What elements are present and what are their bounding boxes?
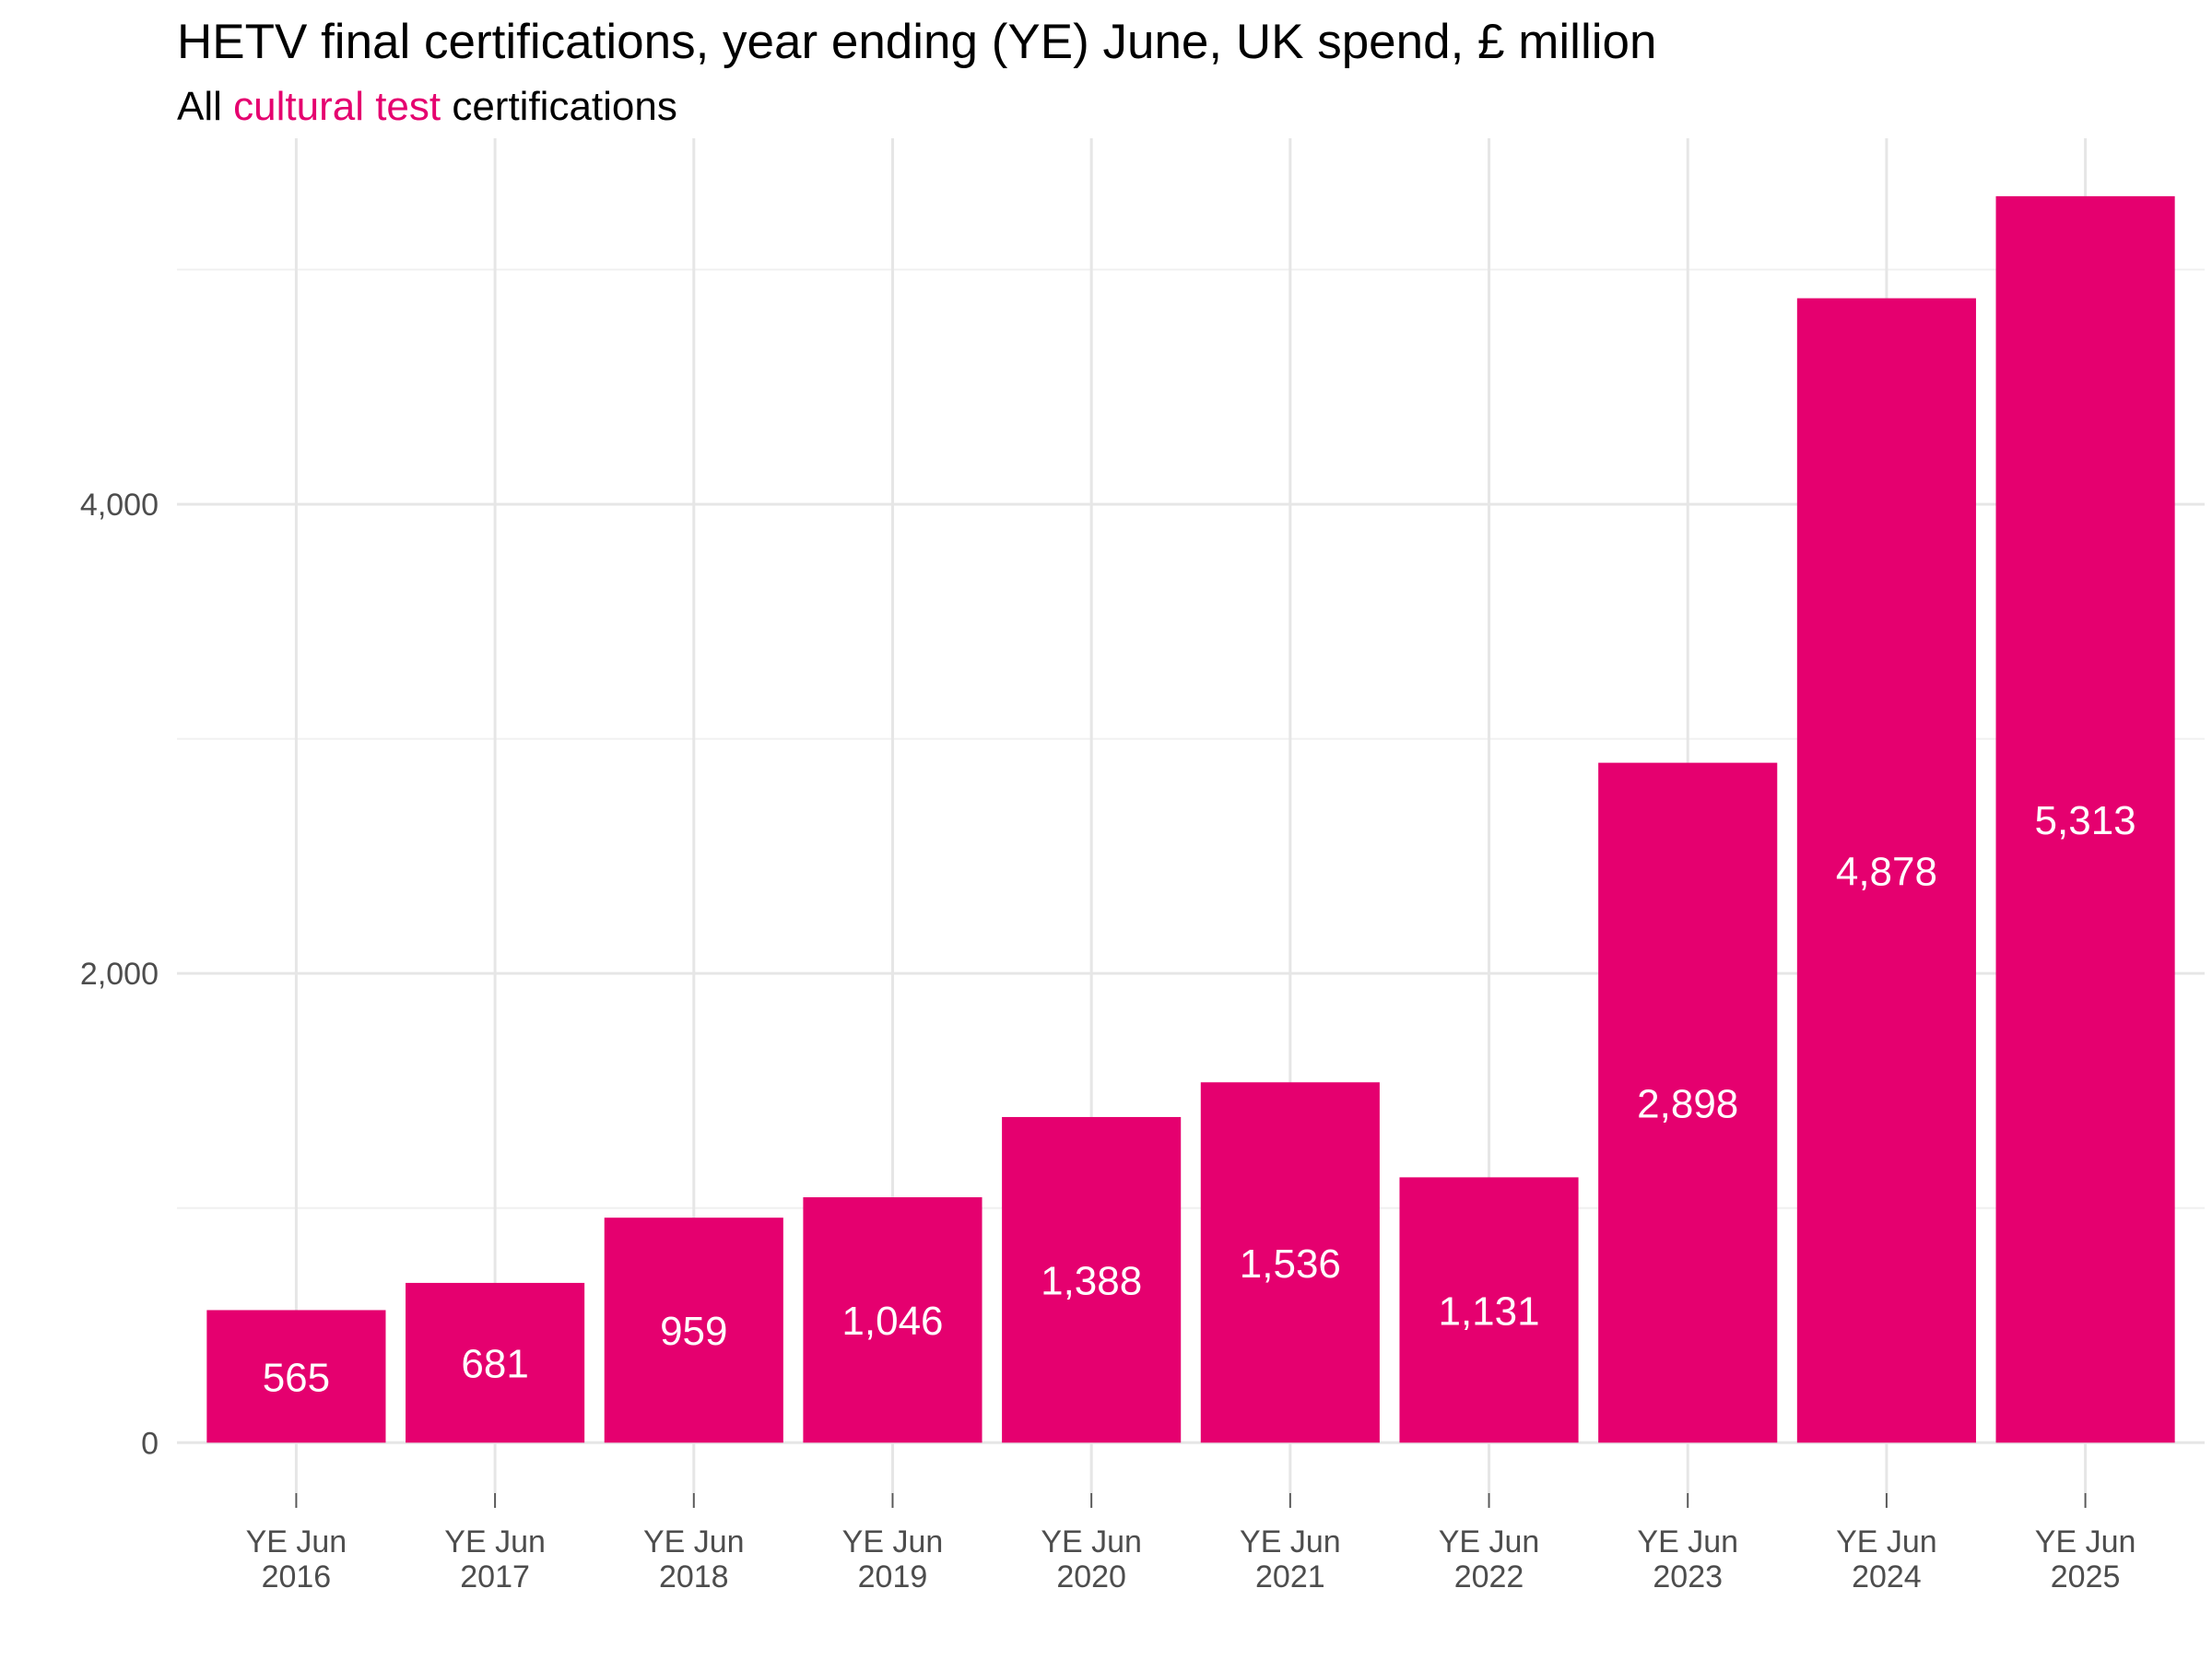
bar [1995,195,2175,1443]
x-tick-label: YE Jun 2018 [643,1524,745,1594]
chart-subtitle: All cultural test certifications [177,79,677,135]
x-tick-label-line: YE Jun [444,1524,546,1559]
x-tick-label: YE Jun 2020 [1041,1524,1142,1594]
x-tick-label-line: YE Jun [246,1524,347,1559]
x-tick-label: YE Jun 2024 [1836,1524,1937,1594]
bars [206,195,2175,1443]
x-tick-label-line: 2021 [1255,1559,1325,1594]
bar [206,1310,386,1443]
bar [1796,298,1976,1443]
x-tick-label-line: YE Jun [1439,1524,1540,1559]
bar [1399,1177,1579,1443]
x-tick-label: YE Jun 2016 [246,1524,347,1594]
x-tick-label-line: 2018 [659,1559,729,1594]
bar-value-label: 1,388 [1041,1259,1142,1304]
x-tick-label-line: 2020 [1056,1559,1126,1594]
bar-value-label: 2,898 [1637,1081,1738,1126]
x-tick-label-line: 2024 [1852,1559,1922,1594]
bar [1200,1082,1380,1443]
x-tick-label: YE Jun 2023 [1637,1524,1738,1594]
bar-value-label: 4,878 [1836,849,1937,894]
x-tick-label-line: YE Jun [1836,1524,1937,1559]
x-tick-label-line: YE Jun [1041,1524,1142,1559]
y-axis: 0 2,000 4,000 [80,488,159,1461]
x-tick-label-line: 2017 [460,1559,530,1594]
subtitle-suffix: certifications [441,84,677,129]
bar-value-label: 1,046 [841,1299,943,1344]
bar [1598,762,1778,1443]
x-tick-label: YE Jun 2019 [842,1524,944,1594]
x-tick-label-line: 2019 [858,1559,928,1594]
bar [604,1218,783,1443]
chart-title: HETV final certifications, year ending (… [177,15,1657,69]
x-tick-label-line: 2016 [262,1559,332,1594]
subtitle-prefix: All [177,84,234,129]
x-tick-label: YE Jun 2022 [1439,1524,1540,1594]
x-tick-label-line: 2023 [1653,1559,1723,1594]
x-tick-label-line: 2025 [2051,1559,2121,1594]
subtitle-highlight: cultural test [233,84,441,129]
bar-value-label: 959 [660,1309,727,1354]
x-tick-label-line: YE Jun [1240,1524,1341,1559]
bar-value-label: 681 [461,1342,528,1387]
x-tick-label-line: YE Jun [2035,1524,2136,1559]
x-tick-label: YE Jun 2025 [2035,1524,2136,1594]
x-tick-label-line: YE Jun [842,1524,944,1559]
x-tick-label-line: 2022 [1454,1559,1524,1594]
bar [406,1282,585,1443]
bar-value-label: 1,131 [1438,1288,1539,1334]
bar-value-label: 1,536 [1240,1241,1341,1287]
x-tick-label-line: YE Jun [1637,1524,1738,1559]
bar-value-label: 565 [263,1355,330,1400]
x-tick-label: YE Jun 2017 [444,1524,546,1594]
bar-labels: 565 681 959 1,046 1,388 1,536 1,131 2,898 4,878 5… [263,798,2136,1400]
x-tick-label-line: YE Jun [643,1524,745,1559]
y-tick-label: 0 [141,1426,159,1461]
y-tick-label: 2,000 [80,957,159,992]
bar [803,1197,982,1443]
bar-value-label: 5,313 [2035,798,2136,843]
y-tick-label: 4,000 [80,488,159,523]
bar [1002,1116,1182,1443]
x-tick-label: YE Jun 2021 [1240,1524,1341,1594]
